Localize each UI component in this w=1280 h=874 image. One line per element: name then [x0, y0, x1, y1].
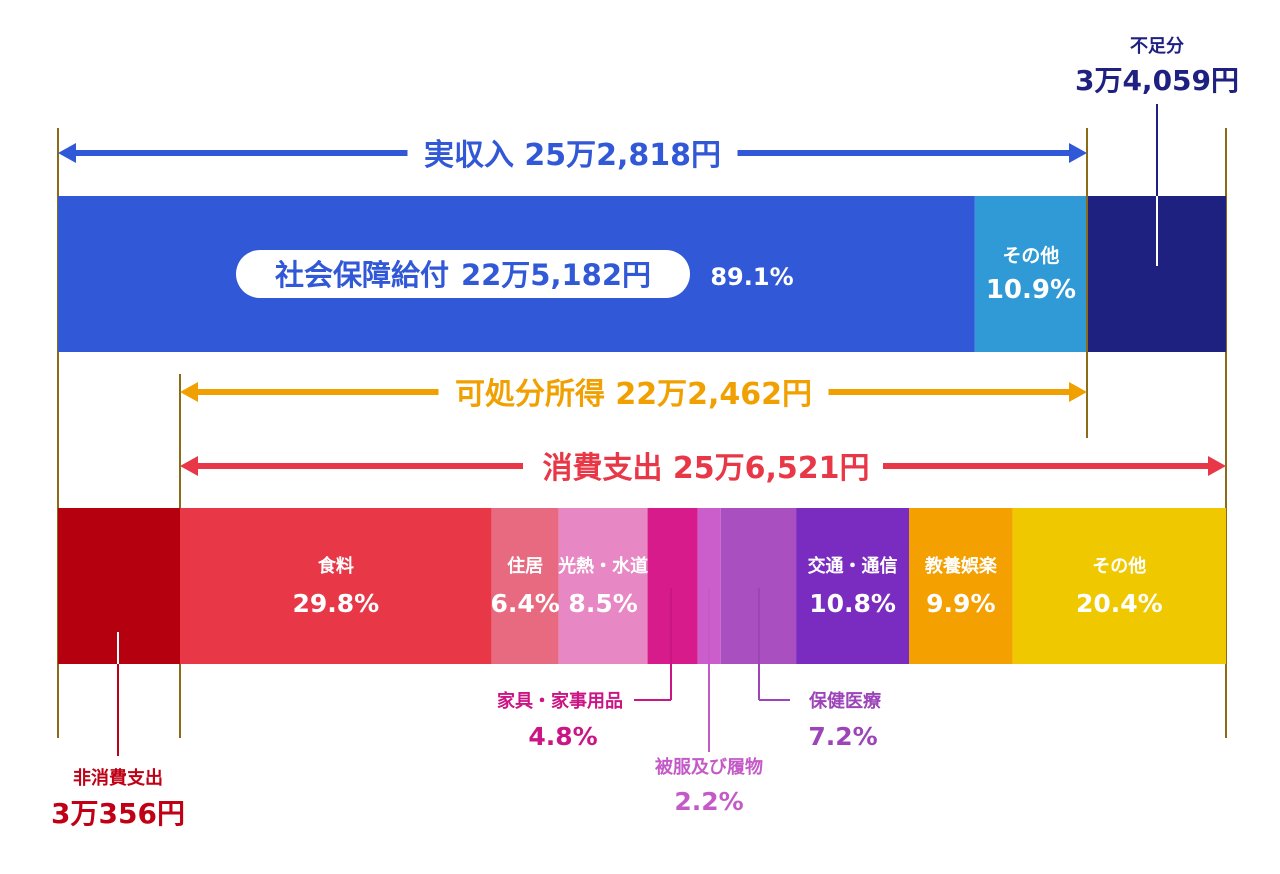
- social-security-name: 社会保障給付: [275, 258, 449, 292]
- health-name: 保健医療: [808, 690, 882, 712]
- income-label: 実収入 25万2,818円: [424, 138, 721, 173]
- clothing-percent: 2.2%: [674, 787, 743, 816]
- segment-name-3: 光熱・水道: [557, 555, 648, 577]
- social-security-label: 社会保障給付 22万5,182円: [275, 258, 651, 292]
- other-income-name: その他: [1002, 244, 1059, 267]
- disposable-arrow-head-right: [1069, 382, 1087, 402]
- bar-segment-bottom-9: [1012, 508, 1226, 664]
- income-arrow-head-left: [58, 143, 76, 163]
- social-security-amount: 22万5,182円: [461, 258, 651, 292]
- bar-segment-bottom-4: [647, 508, 698, 664]
- segment-percent-1: 29.8%: [292, 589, 379, 618]
- segment-percent-3: 8.5%: [568, 589, 637, 618]
- segment-percent-8: 9.9%: [926, 589, 995, 618]
- bar-segment-bottom-3: [558, 508, 648, 664]
- shortfall-name: 不足分: [1130, 36, 1184, 57]
- social-security-percent: 89.1%: [710, 263, 793, 291]
- spending-arrow-head-left: [180, 456, 198, 476]
- bar-segment-bottom-5: [697, 508, 721, 664]
- segment-name-7: 交通・通信: [808, 555, 898, 577]
- spending-label-backdrop: [523, 446, 883, 486]
- income-label-backdrop: [407, 133, 738, 173]
- segment-percent-2: 6.4%: [491, 589, 560, 618]
- segment-percent-7: 10.8%: [809, 589, 896, 618]
- furniture-name: 家具・家事用品: [497, 690, 623, 712]
- bar-segment-bottom-1: [180, 508, 492, 664]
- bar-segment-bottom-7: [796, 508, 910, 664]
- disposable-arrow-head-left: [180, 382, 198, 402]
- nonconsumption-amount: 3万356円: [51, 797, 185, 830]
- nonconsumption-name: 非消費支出: [73, 767, 163, 789]
- disposable-label-backdrop: [438, 372, 829, 412]
- segment-name-9: その他: [1092, 555, 1146, 577]
- segment-percent-9: 20.4%: [1076, 589, 1163, 618]
- spending-arrow-head-right: [1208, 456, 1226, 476]
- health-percent: 7.2%: [808, 722, 877, 751]
- disposable-label: 可処分所得 22万2,462円: [455, 377, 812, 412]
- income-arrow-head-right: [1069, 143, 1087, 163]
- social-security-pill: [236, 250, 690, 298]
- clothing-name: 被服及び履物: [655, 756, 763, 778]
- spending-label: 消費支出 25万6,521円: [542, 451, 869, 486]
- bar-segment-top-1: [974, 196, 1087, 352]
- segment-name-8: 教養娯楽: [925, 555, 998, 577]
- furniture-percent: 4.8%: [528, 722, 597, 751]
- bar-segment-bottom-8: [909, 508, 1013, 664]
- other-income-percent: 10.9%: [986, 275, 1076, 305]
- shortfall-amount: 3万4,059円: [1075, 64, 1239, 97]
- segment-name-2: 住居: [507, 555, 543, 577]
- segment-name-1: 食料: [317, 555, 354, 577]
- bar-segment-bottom-2: [491, 508, 559, 664]
